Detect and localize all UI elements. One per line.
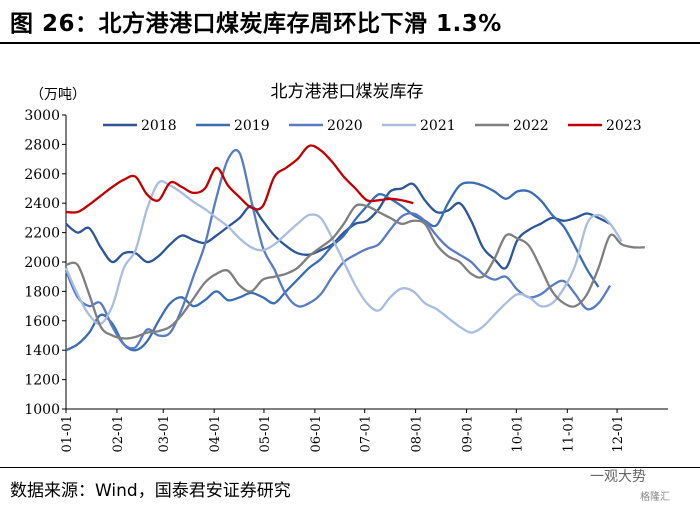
title-rule — [0, 42, 700, 44]
series-lines — [64, 144, 645, 352]
y-tick-label: 3000 — [24, 108, 60, 124]
figure-title: 图 26：北方港港口煤炭库存周环比下滑 1.3% — [10, 11, 502, 37]
x-tick-label: 01-01 — [60, 415, 75, 452]
y-tick-label: 1200 — [24, 373, 60, 389]
legend-label-2023: 2023 — [606, 118, 642, 134]
x-tick-label: 10-01 — [510, 415, 525, 452]
series-line-2022 — [65, 203, 645, 340]
chart-title: 北方港港口煤炭库存 — [271, 82, 424, 102]
legend-label-2022: 2022 — [513, 118, 549, 134]
source-note: 数据来源：Wind，国泰君安证券研究 — [10, 481, 291, 501]
x-tick-label: 11-01 — [561, 415, 576, 452]
y-tick-label: 1000 — [24, 402, 60, 418]
y-tick-label: 2200 — [24, 226, 60, 242]
x-tick-label: 09-01 — [461, 415, 476, 452]
watermark-sub: 格隆汇 — [640, 492, 670, 503]
coal-inventory-chart: 北方港港口煤炭库存 （万吨） 2018 2019 2020 2021 2022 2023 … — [24, 82, 668, 452]
series-line-2021 — [64, 180, 623, 334]
y-tick-label: 1400 — [24, 343, 60, 359]
legend-label-2021: 2021 — [420, 118, 456, 134]
x-tick-label: 12-01 — [611, 415, 626, 452]
legend-label-2019: 2019 — [234, 118, 270, 134]
x-tick-label: 02-01 — [111, 415, 126, 452]
series-line-2020 — [64, 149, 612, 350]
y-tick-label: 2400 — [24, 196, 60, 212]
watermark-brand: 一观大势 — [590, 469, 646, 485]
legend-label-2018: 2018 — [141, 118, 177, 134]
legend: 2018 2019 2020 2021 2022 2023 — [103, 118, 642, 134]
series-line-2019 — [65, 181, 600, 352]
legend-label-2020: 2020 — [327, 118, 363, 134]
y-axis: 1000 1200 1400 1600 1800 2000 2200 2400 2600 2800… — [24, 108, 67, 418]
source-rule — [0, 467, 700, 468]
y-tick-label: 1600 — [24, 314, 60, 330]
series-line-2023 — [65, 144, 414, 214]
x-tick-label: 04-01 — [208, 415, 223, 452]
y-tick-label: 2000 — [24, 255, 60, 271]
y-tick-label: 1800 — [24, 284, 60, 300]
x-tick-label: 05-01 — [258, 415, 273, 452]
x-axis: 01-01 02-01 03-01 04-01 05-01 06-01 07-01 08-01… — [60, 408, 668, 452]
x-tick-label: 06-01 — [309, 415, 324, 452]
y-tick-label: 2800 — [24, 137, 60, 153]
y-unit-label: （万吨） — [30, 87, 86, 103]
x-tick-label: 07-01 — [359, 415, 374, 452]
y-tick-label: 2600 — [24, 167, 60, 183]
x-tick-label: 08-01 — [410, 415, 425, 452]
x-tick-label: 03-01 — [157, 415, 172, 452]
